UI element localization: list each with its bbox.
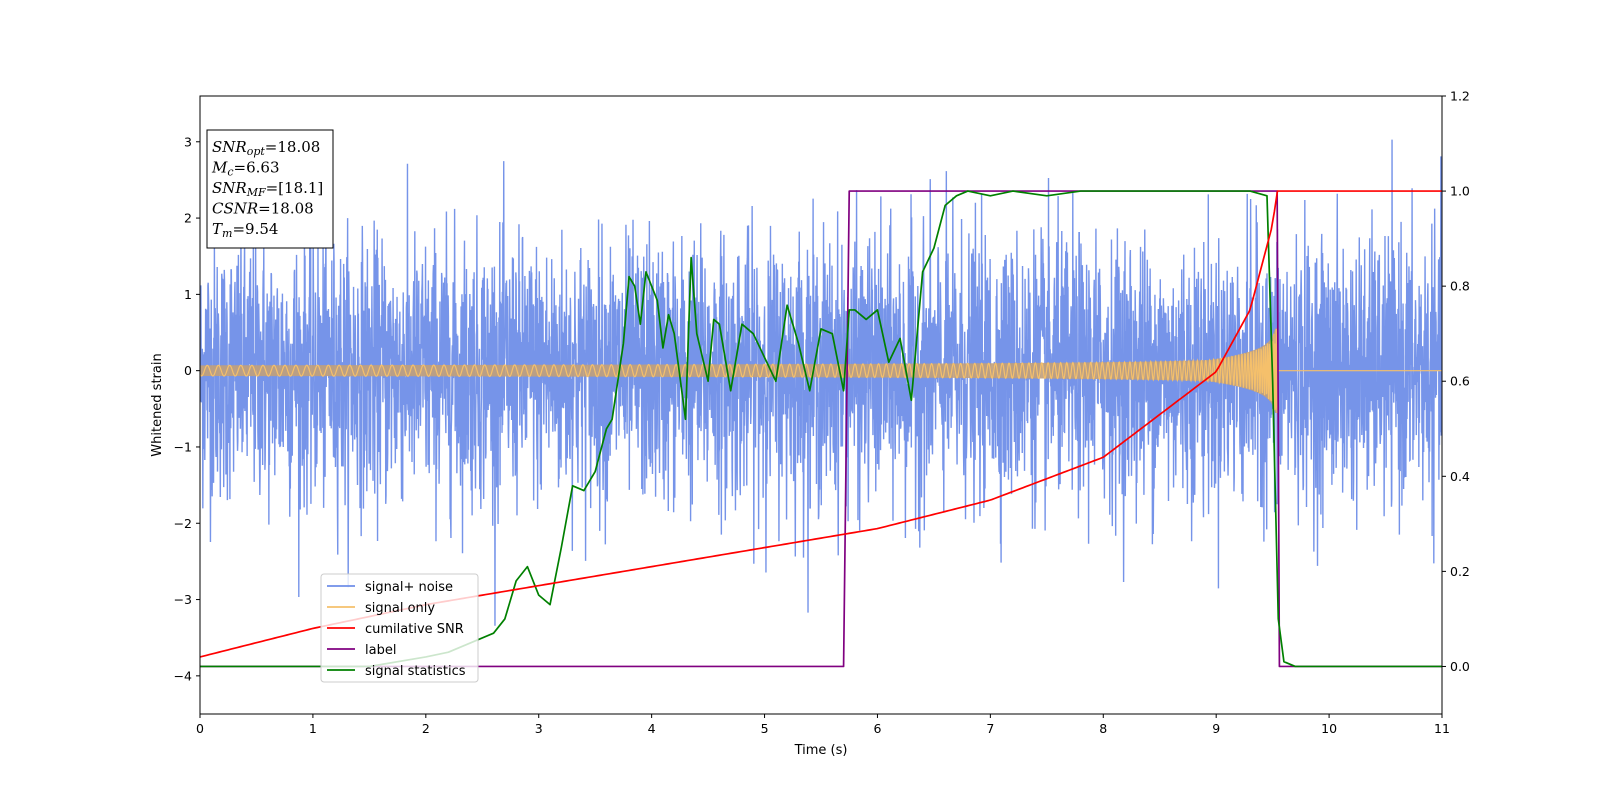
axes-ticks: 0 1 2 3 4 5 6 7 8 9 10 11 −4 −3 −2 −1 0 1 2 3 0.0 0.2 0.4 0.6 0.… xyxy=(174,89,1470,737)
series-signal-noise-line xyxy=(200,139,1442,626)
series-signal-only-line xyxy=(200,328,1442,414)
x-tick-label: 9 xyxy=(1212,721,1220,736)
x-tick-label: 6 xyxy=(873,721,881,736)
y-tick-label: −4 xyxy=(174,668,192,683)
x-tick-label: 4 xyxy=(648,721,656,736)
legend-label: signal statistics xyxy=(365,664,466,679)
y2-tick-label: 0.0 xyxy=(1450,659,1470,674)
annotation-line: Tm=9.54 xyxy=(212,220,278,240)
series-signal-only-envelope xyxy=(200,328,1278,413)
annotation-line: CSNR=18.08 xyxy=(212,200,314,218)
x-tick-label: 10 xyxy=(1321,721,1337,736)
y2-tick-label: 1.2 xyxy=(1450,89,1470,104)
legend-frame xyxy=(320,573,479,683)
y-tick-label: 3 xyxy=(184,134,192,149)
legend-label: signal only xyxy=(365,601,435,616)
x-tick-label: 5 xyxy=(761,721,769,736)
x-tick-label: 8 xyxy=(1099,721,1107,736)
y-tick-label: −3 xyxy=(174,592,192,607)
legend-label: cumilative SNR xyxy=(365,622,464,637)
annotation-line: SNRopt=18.08 xyxy=(212,138,320,158)
series-signal-statistics-line xyxy=(200,190,1442,668)
x-tick-label: 3 xyxy=(535,721,543,736)
y-tick-label: −2 xyxy=(174,516,192,531)
y2-tick-label: 0.8 xyxy=(1450,279,1470,294)
y-tick-label: 2 xyxy=(184,211,192,226)
x-tick-label: 11 xyxy=(1434,721,1450,736)
y-tick-label: 0 xyxy=(184,363,192,378)
annotation-box: SNRopt=18.08Mc=6.63SNRMF=[18.1]CSNR=18.0… xyxy=(206,129,334,249)
signal-series-layer xyxy=(200,328,1442,414)
annotation-line: Mc=6.63 xyxy=(211,159,280,179)
y2-tick-label: 0.6 xyxy=(1450,374,1470,389)
x-tick-label: 0 xyxy=(196,721,204,736)
y-axis-label: Whitened strain xyxy=(150,353,165,456)
y2-tick-label: 0.2 xyxy=(1450,564,1470,579)
y-tick-label: −1 xyxy=(174,439,192,454)
y-tick-label: 1 xyxy=(184,287,192,302)
legend: signal+ noise signal only cumilative SNR la… xyxy=(320,573,479,683)
legend-label: label xyxy=(365,643,396,658)
plot-frame xyxy=(199,95,1443,715)
x-tick-label: 7 xyxy=(986,721,994,736)
annotation-line: SNRMF=[18.1] xyxy=(212,179,323,199)
x-axis-label: Time (s) xyxy=(794,743,848,758)
annotation-frame xyxy=(206,129,334,249)
noise-series-layer xyxy=(200,139,1442,626)
y2-tick-label: 1.0 xyxy=(1450,184,1470,199)
y2-tick-label: 0.4 xyxy=(1450,469,1470,484)
x-tick-label: 2 xyxy=(422,721,430,736)
legend-label: signal+ noise xyxy=(365,580,453,595)
x-tick-label: 1 xyxy=(309,721,317,736)
